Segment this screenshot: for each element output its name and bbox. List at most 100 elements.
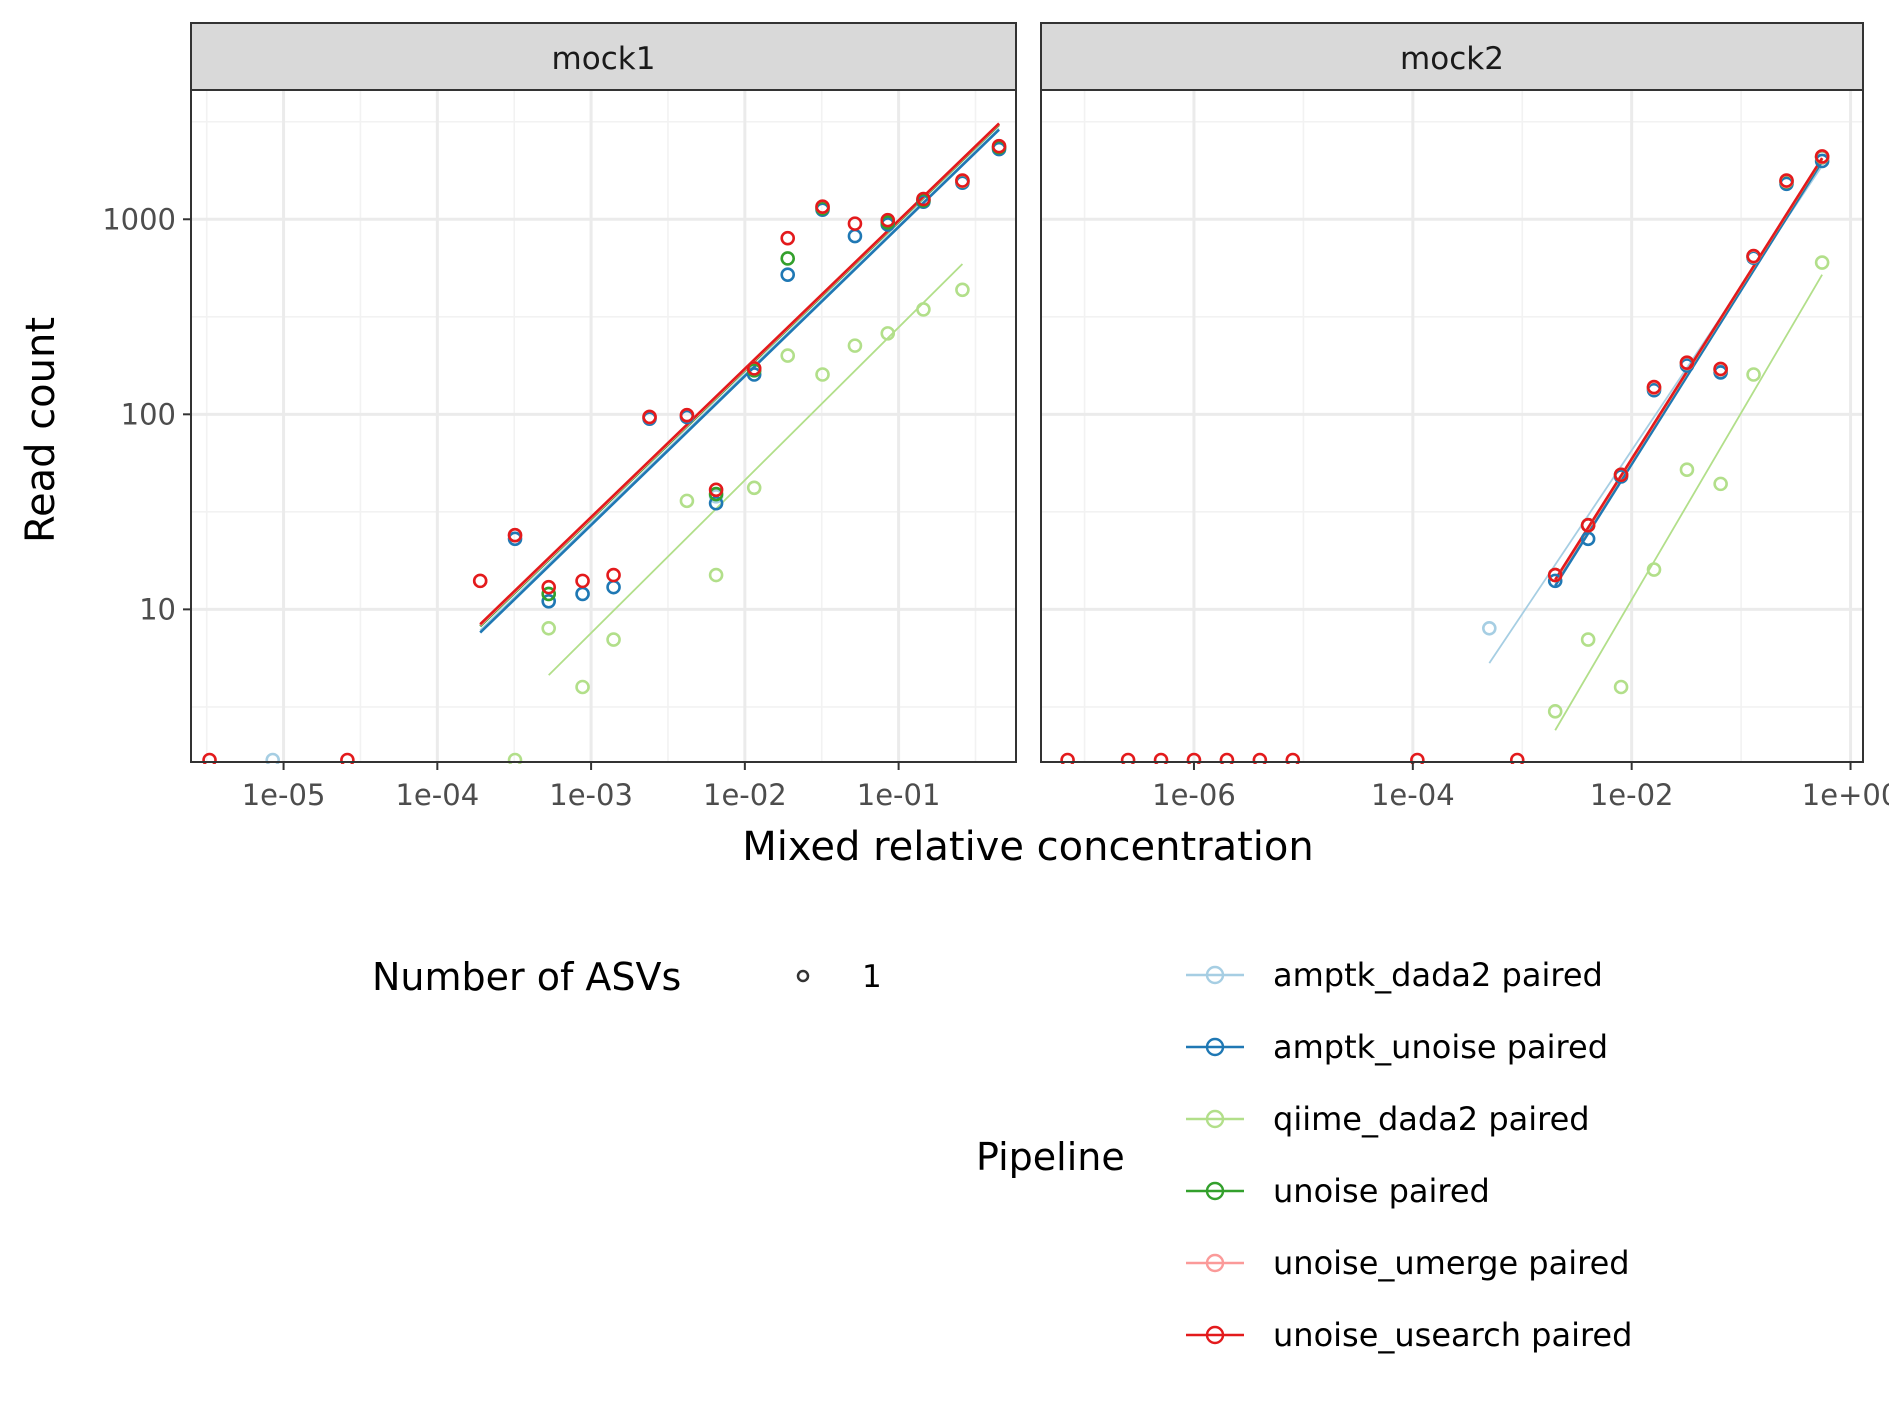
data-point-unoise-usearch-paired xyxy=(679,407,695,423)
data-point-unoise-usearch-paired xyxy=(1746,248,1761,264)
data-point-qiime-dada2-paired xyxy=(847,338,863,353)
legend-item-unoise-umerge-paired: unoise_umerge paired xyxy=(1186,1244,1630,1282)
panel-border xyxy=(190,89,1017,763)
data-point-unoise-usearch-paired xyxy=(1779,173,1794,188)
data-point-unoise-usearch-paired xyxy=(575,573,590,589)
data-point-unoise-usearch-paired xyxy=(1547,567,1563,583)
fit-line-qiime-dada2-paired xyxy=(1554,274,1823,731)
data-point-qiime-dada2-paired xyxy=(1646,562,1662,577)
zero-count-point xyxy=(1060,752,1075,764)
data-point-unoise-paired xyxy=(541,586,556,602)
data-point-unoise-usearch-paired xyxy=(472,573,488,589)
plot-area xyxy=(202,122,1007,764)
data-point-qiime-dada2-paired xyxy=(746,480,762,496)
data-point-unoise-usearch-paired xyxy=(642,409,657,425)
legend-item-unoise-paired: unoise paired xyxy=(1186,1172,1490,1210)
data-point-amptk-unoise-paired xyxy=(541,593,556,609)
zero-count-point xyxy=(507,752,523,764)
data-point-qiime-dada2-paired xyxy=(1613,679,1629,695)
gridlines xyxy=(191,90,1016,762)
data-point-amptk-unoise-paired xyxy=(780,267,796,282)
x-tick-label: 1e-04 xyxy=(1371,778,1455,812)
data-point-unoise-usearch-paired xyxy=(541,579,556,595)
size-legend-label: 1 xyxy=(862,959,882,995)
x-axis-title: Mixed relative concentration xyxy=(742,824,1313,870)
y-tick-label: 100 xyxy=(121,397,176,431)
data-point-qiime-dada2-paired xyxy=(1713,476,1728,492)
data-point-unoise-paired xyxy=(780,251,796,266)
data-point-qiime-dada2-paired xyxy=(815,367,830,382)
data-point-unoise-usearch-paired xyxy=(1646,379,1662,395)
panel-mock2: mock2 1e-06 1e-04 1e-02 1e+00 xyxy=(1040,22,1889,812)
zero-count-point xyxy=(265,752,281,764)
data-point-amptk-unoise-paired xyxy=(1580,531,1596,547)
data-point-unoise-usearch-paired xyxy=(1713,361,1728,377)
data-point-qiime-dada2-paired xyxy=(1547,704,1563,719)
data-point-qiime-dada2-paired xyxy=(1746,367,1761,382)
panel-border xyxy=(1040,89,1864,763)
legend-label: unoise_umerge paired xyxy=(1273,1244,1630,1282)
data-point-unoise-paired xyxy=(708,486,724,502)
data-point-qiime-dada2-paired xyxy=(575,679,590,695)
x-tick-label: 1e-03 xyxy=(549,778,633,812)
x-tick-label: 1e-02 xyxy=(703,778,787,812)
zero-count-point xyxy=(202,752,217,764)
pipeline-legend-title: Pipeline xyxy=(976,1135,1125,1179)
legend-label: amptk_unoise paired xyxy=(1273,1028,1608,1066)
data-point-amptk-unoise-paired xyxy=(1547,573,1563,589)
zero-count-point xyxy=(1186,752,1202,764)
data-point-unoise-usearch-paired xyxy=(916,191,931,207)
legend-label: unoise_usearch paired xyxy=(1273,1316,1632,1354)
fit-line-amptk-unoise-paired xyxy=(479,128,1000,634)
panel-mock1: mock1 1e-05 1e-04 1e-03 1e-02 1e-01 10 100 1000 xyxy=(102,22,1017,812)
y-axis-title: Read count xyxy=(18,317,64,543)
fit-line-amptk-unoise-paired xyxy=(1554,160,1824,587)
legend-key-point xyxy=(1205,965,1225,985)
facet-strip-label: mock1 xyxy=(552,41,656,77)
legend-item-amptk-dada2-paired: amptk_dada2 paired xyxy=(1186,956,1603,994)
x-tick-label: 1e-04 xyxy=(395,778,479,812)
data-point-unoise-usearch-paired xyxy=(955,173,970,188)
data-point-qiime-dada2-paired xyxy=(780,348,796,363)
zero-count-point xyxy=(1219,752,1235,764)
data-point-unoise-usearch-paired xyxy=(746,361,762,376)
data-point-qiime-dada2-paired xyxy=(1679,462,1695,478)
legend-label: amptk_dada2 paired xyxy=(1273,956,1603,994)
data-point-unoise-usearch-paired xyxy=(1613,467,1629,483)
fit-line-unoise-usearch-paired xyxy=(479,122,1000,626)
x-tick-label: 1e+00 xyxy=(1802,778,1889,812)
pipeline-legend: Pipeline amptk_dada2 paired amptk_unoise … xyxy=(976,956,1632,1354)
zero-count-point xyxy=(1285,752,1301,764)
data-point-qiime-dada2-paired xyxy=(606,632,621,647)
size-legend-title: Number of ASVs xyxy=(372,955,681,999)
facet-strip xyxy=(190,22,1017,91)
zero-count-point xyxy=(1509,752,1525,764)
x-tick-label: 1e-06 xyxy=(1152,778,1236,812)
legend-key-point xyxy=(1205,1109,1225,1129)
y-tick-label: 1000 xyxy=(102,202,176,236)
legend-key-point xyxy=(1205,1037,1225,1057)
legend-item-qiime-dada2-paired: qiime_dada2 paired xyxy=(1186,1100,1590,1138)
data-point-amptk-dada2-paired xyxy=(1482,620,1497,636)
data-point-amptk-unoise-paired xyxy=(708,495,724,511)
data-point-unoise-usearch-paired xyxy=(1814,149,1830,164)
data-point-unoise-usearch-paired xyxy=(708,482,724,498)
data-point-qiime-dada2-paired xyxy=(880,326,896,341)
facet-strip-label: mock2 xyxy=(1400,41,1504,77)
data-point-unoise-usearch-paired xyxy=(880,212,896,228)
size-legend-key xyxy=(796,969,810,983)
size-legend: Number of ASVs 1 xyxy=(372,955,882,999)
data-point-qiime-dada2-paired xyxy=(955,282,970,298)
zero-count-point xyxy=(1153,752,1169,764)
data-point-unoise-usearch-paired xyxy=(606,567,621,583)
data-point-qiime-dada2-paired xyxy=(916,302,931,317)
zero-count-point xyxy=(340,752,355,764)
legend-key-point xyxy=(1205,1181,1225,1201)
data-point-unoise-usearch-paired xyxy=(780,230,796,246)
data-point-qiime-dada2-paired xyxy=(1580,632,1596,647)
x-tick-label: 1e-02 xyxy=(1590,778,1674,812)
plot-area xyxy=(1060,149,1830,764)
